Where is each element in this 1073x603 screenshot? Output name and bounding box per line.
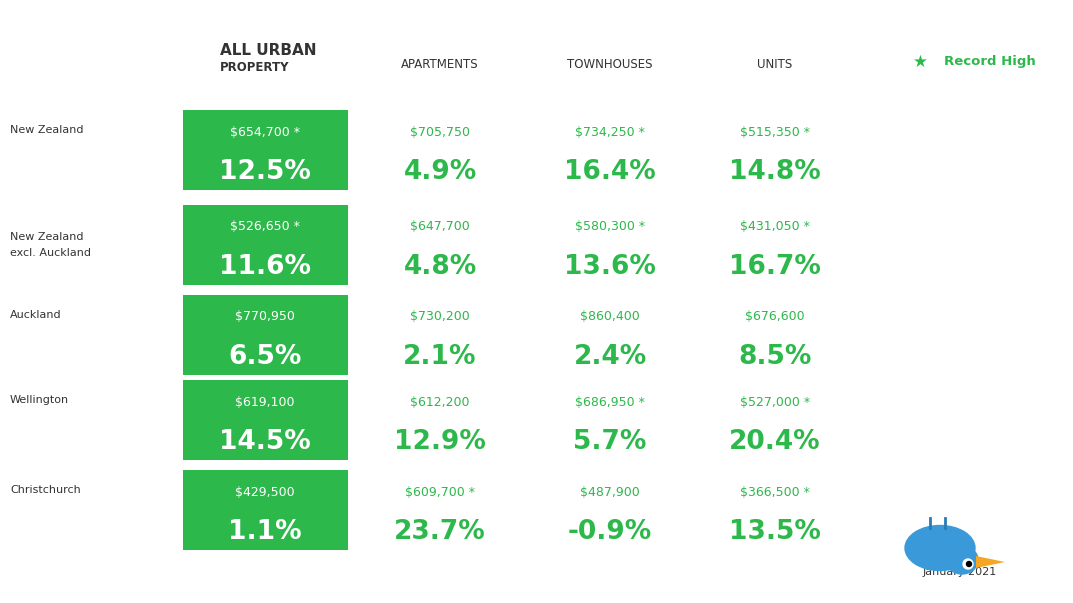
Text: $734,250 *: $734,250 *	[575, 125, 645, 139]
FancyBboxPatch shape	[182, 205, 348, 285]
Text: 6.5%: 6.5%	[229, 344, 302, 370]
Text: 23.7%: 23.7%	[394, 519, 486, 545]
Ellipse shape	[946, 546, 978, 574]
Text: Auckland: Auckland	[10, 310, 61, 320]
Text: 2.1%: 2.1%	[403, 344, 476, 370]
Text: TOWNHOUSES: TOWNHOUSES	[568, 58, 652, 72]
Text: $676,600: $676,600	[745, 311, 805, 323]
Text: 1.1%: 1.1%	[229, 519, 302, 545]
Text: 13.5%: 13.5%	[729, 519, 821, 545]
Text: $431,050 *: $431,050 *	[740, 221, 810, 233]
Text: $609,700 *: $609,700 *	[405, 485, 475, 499]
Text: 14.5%: 14.5%	[219, 429, 311, 455]
Text: excl. Auckland: excl. Auckland	[10, 248, 91, 258]
Text: $527,000 *: $527,000 *	[740, 396, 810, 408]
Text: $580,300 *: $580,300 *	[575, 221, 645, 233]
Text: $366,500 *: $366,500 *	[740, 485, 810, 499]
Text: Record High: Record High	[944, 55, 1035, 69]
Text: 14.8%: 14.8%	[730, 159, 821, 185]
Text: 4.9%: 4.9%	[403, 159, 476, 185]
Text: New Zealand: New Zealand	[10, 232, 84, 242]
FancyBboxPatch shape	[182, 380, 348, 460]
Circle shape	[962, 559, 973, 569]
Text: $429,500: $429,500	[235, 485, 295, 499]
Text: $619,100: $619,100	[235, 396, 295, 408]
Polygon shape	[976, 556, 1005, 568]
Text: 12.5%: 12.5%	[219, 159, 311, 185]
Text: Christchurch: Christchurch	[10, 485, 80, 495]
Text: $612,200: $612,200	[410, 396, 470, 408]
Text: 5.7%: 5.7%	[573, 429, 647, 455]
Circle shape	[967, 561, 971, 566]
Text: APARTMENTS: APARTMENTS	[401, 58, 479, 72]
Text: $654,700 *: $654,700 *	[230, 125, 300, 139]
Text: $730,200: $730,200	[410, 311, 470, 323]
Text: 20.4%: 20.4%	[730, 429, 821, 455]
Ellipse shape	[905, 525, 975, 570]
Text: $770,950: $770,950	[235, 311, 295, 323]
Text: 2.4%: 2.4%	[573, 344, 647, 370]
Text: 13.6%: 13.6%	[564, 254, 656, 280]
FancyBboxPatch shape	[182, 470, 348, 550]
Text: ALL URBAN: ALL URBAN	[220, 43, 317, 58]
FancyBboxPatch shape	[182, 295, 348, 375]
Text: UNITS: UNITS	[758, 58, 793, 72]
Text: $487,900: $487,900	[580, 485, 640, 499]
Text: $515,350 *: $515,350 *	[740, 125, 810, 139]
Text: ★: ★	[912, 53, 927, 71]
Text: 12.9%: 12.9%	[394, 429, 486, 455]
Text: $686,950 *: $686,950 *	[575, 396, 645, 408]
Text: $647,700: $647,700	[410, 221, 470, 233]
Text: $860,400: $860,400	[580, 311, 640, 323]
Text: 16.7%: 16.7%	[729, 254, 821, 280]
Text: Wellington: Wellington	[10, 395, 69, 405]
Text: PROPERTY: PROPERTY	[220, 61, 290, 74]
FancyBboxPatch shape	[182, 110, 348, 190]
Text: $526,650 *: $526,650 *	[230, 221, 300, 233]
Text: $705,750: $705,750	[410, 125, 470, 139]
Text: 11.6%: 11.6%	[219, 254, 311, 280]
Text: 8.5%: 8.5%	[738, 344, 811, 370]
Text: January 2021: January 2021	[923, 567, 997, 577]
Text: New Zealand: New Zealand	[10, 125, 84, 135]
Text: 4.8%: 4.8%	[403, 254, 476, 280]
Text: -0.9%: -0.9%	[568, 519, 652, 545]
Text: 16.4%: 16.4%	[564, 159, 656, 185]
